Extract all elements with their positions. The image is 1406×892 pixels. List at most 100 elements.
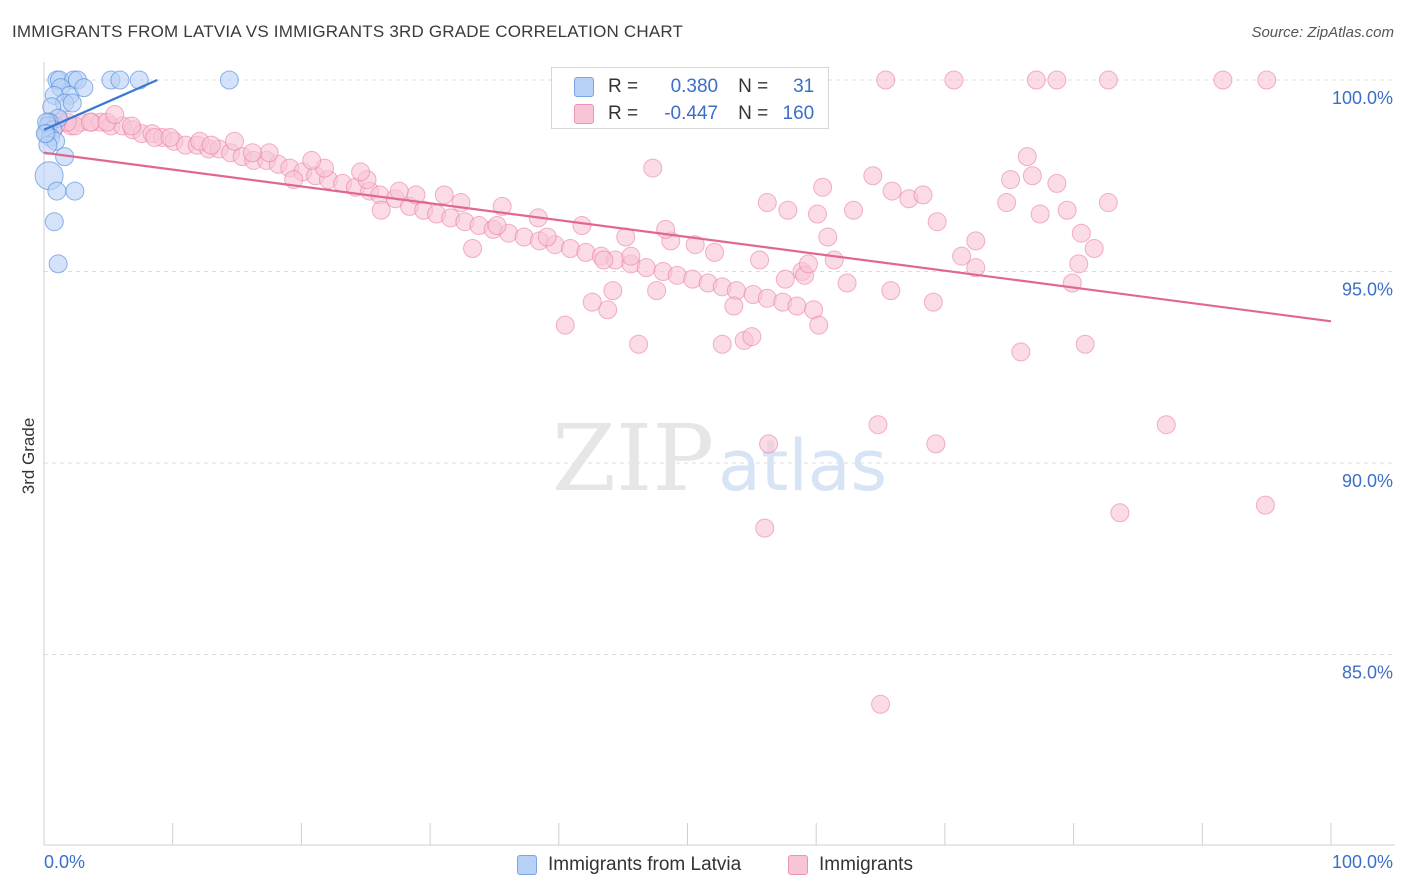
point-immigrants	[1110, 503, 1130, 523]
point-immigrants	[818, 227, 838, 247]
point-immigrants	[966, 258, 986, 278]
legend-swatch-blue	[517, 855, 537, 875]
y-tick-label: 90.0%	[1342, 471, 1393, 491]
trend-line-immigrants	[43, 151, 1332, 323]
point-immigrants	[844, 200, 864, 220]
point-latvia	[74, 78, 94, 98]
point-immigrants	[757, 193, 777, 213]
point-immigrants	[876, 70, 896, 90]
y-axis-label: 3rd Grade	[19, 418, 38, 495]
point-immigrants	[122, 116, 142, 136]
point-immigrants	[807, 204, 827, 224]
point-immigrants	[434, 185, 454, 205]
point-immigrants	[1084, 239, 1104, 259]
point-immigrants	[882, 181, 902, 201]
point-immigrants	[1156, 415, 1176, 435]
point-immigrants	[927, 212, 947, 232]
legend-label-latvia: Immigrants from Latvia	[548, 854, 742, 875]
point-immigrants	[1213, 70, 1233, 90]
legend-swatch-blue	[574, 77, 594, 97]
point-immigrants	[351, 162, 371, 182]
point-immigrants	[302, 150, 322, 170]
y-tick-label: 100.0%	[1332, 88, 1393, 108]
point-immigrants	[582, 292, 602, 312]
point-immigrants	[944, 70, 964, 90]
legend-r-value: -0.447	[664, 103, 719, 124]
legend-n-label: N =	[738, 76, 769, 97]
point-immigrants	[798, 254, 818, 274]
point-immigrants	[775, 269, 795, 289]
point-immigrants	[1098, 70, 1118, 90]
point-immigrants	[868, 415, 888, 435]
legend-item-immigrants[interactable]: Immigrants	[788, 852, 913, 878]
point-immigrants	[621, 246, 641, 266]
legend-row-latvia: R = 0.380 N = 31	[574, 74, 814, 100]
point-immigrants	[242, 143, 262, 163]
point-immigrants	[871, 694, 891, 714]
legend-label-immigrants: Immigrants	[819, 854, 913, 875]
y-tick-label: 95.0%	[1342, 280, 1393, 300]
point-immigrants	[1075, 334, 1095, 354]
x-tick-label-min: 0.0%	[44, 852, 85, 872]
point-immigrants	[685, 235, 705, 255]
point-immigrants	[1255, 495, 1275, 515]
point-immigrants	[463, 239, 483, 259]
watermark-zip: ZIP	[552, 405, 714, 512]
trend-line-latvia	[43, 78, 158, 131]
point-latvia	[35, 124, 55, 144]
point-immigrants	[636, 258, 656, 278]
point-immigrants	[742, 327, 762, 347]
point-immigrants	[787, 296, 807, 316]
series-immigrants	[40, 70, 1277, 714]
legend-r-label: R =	[608, 76, 639, 97]
legend-item-latvia[interactable]: Immigrants from Latvia	[517, 852, 741, 878]
point-immigrants	[750, 250, 770, 270]
point-immigrants	[629, 334, 649, 354]
point-immigrants	[1022, 166, 1042, 186]
point-immigrants	[1047, 173, 1067, 193]
point-immigrants	[598, 300, 618, 320]
point-immigrants	[603, 281, 623, 301]
point-immigrants	[647, 281, 667, 301]
point-latvia	[48, 254, 68, 274]
point-immigrants	[572, 216, 592, 236]
point-immigrants	[923, 292, 943, 312]
point-latvia	[219, 70, 239, 90]
point-latvia	[65, 181, 85, 201]
point-immigrants	[105, 104, 125, 124]
point-immigrants	[837, 273, 857, 293]
axis-labels: 3rd Grade	[19, 418, 38, 495]
legend-row-immigrants: R = -0.447 N = 160	[574, 101, 814, 127]
y-tick-label: 85.0%	[1342, 663, 1393, 683]
point-latvia	[110, 70, 130, 90]
legend-r-value: 0.380	[670, 76, 719, 97]
correlation-legend: R = 0.380 N = 31 R = -0.447 N = 160	[551, 67, 829, 129]
point-immigrants	[881, 281, 901, 301]
point-immigrants	[759, 434, 779, 454]
point-immigrants	[1047, 70, 1067, 90]
point-immigrants	[537, 227, 557, 247]
point-immigrants	[555, 315, 575, 335]
legend-n-value: 31	[793, 76, 815, 97]
point-immigrants	[1030, 204, 1050, 224]
point-immigrants	[724, 296, 744, 316]
point-immigrants	[926, 434, 946, 454]
point-immigrants	[492, 196, 512, 216]
point-immigrants	[371, 200, 391, 220]
point-immigrants	[594, 250, 614, 270]
point-immigrants	[755, 518, 775, 538]
point-immigrants	[952, 246, 972, 266]
legend-r-label: R =	[608, 103, 639, 124]
point-immigrants	[1257, 70, 1277, 90]
point-immigrants	[863, 166, 883, 186]
point-immigrants	[1001, 170, 1021, 190]
point-immigrants	[643, 158, 663, 178]
point-immigrants	[966, 231, 986, 251]
point-immigrants	[1057, 200, 1077, 220]
point-latvia	[44, 212, 64, 232]
watermark-atlas: atlas	[718, 425, 887, 507]
point-immigrants	[1069, 254, 1089, 274]
point-immigrants	[778, 200, 798, 220]
point-immigrants	[487, 216, 507, 236]
